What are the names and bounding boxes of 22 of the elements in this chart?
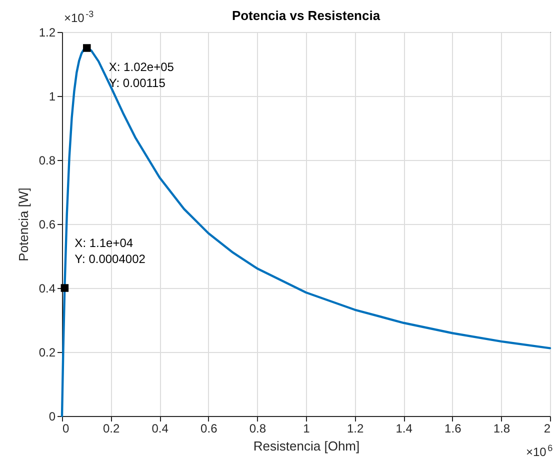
annotation: X: 1.1e+04 Y: 0.0004002 <box>74 236 146 266</box>
y-tick-label: 0.4 <box>38 282 56 296</box>
x-tick-label: 1.2 <box>346 422 364 436</box>
x-tick-label: 2 <box>544 422 551 436</box>
y-tick-label: 0.8 <box>38 154 56 168</box>
y-axis-title: Potencia [W] <box>16 188 31 262</box>
x-tick-label: 0 <box>62 422 70 436</box>
x-tick-label: 1 <box>303 422 310 436</box>
y-tick-label: 0.2 <box>38 346 56 360</box>
y-tick-label: 1.2 <box>38 26 56 40</box>
x-tick-label: 0.2 <box>102 422 120 436</box>
x-tick-label: 0.6 <box>200 422 218 436</box>
x-tick-label: 0.4 <box>152 422 169 436</box>
x-tick-label: 0.8 <box>249 422 266 436</box>
x-tick-label: 1.8 <box>493 422 510 436</box>
x-axis-title: Resistencia [Ohm] <box>253 438 360 454</box>
y-tick-label: 0.6 <box>38 218 56 232</box>
x-tick-label: 1.4 <box>396 422 413 436</box>
x-tick-label: 1.6 <box>444 422 462 436</box>
y-tick-label: 1 <box>48 90 56 104</box>
y-tick-label: 0 <box>48 410 56 424</box>
chart-title: Potencia vs Resistencia <box>232 8 381 23</box>
